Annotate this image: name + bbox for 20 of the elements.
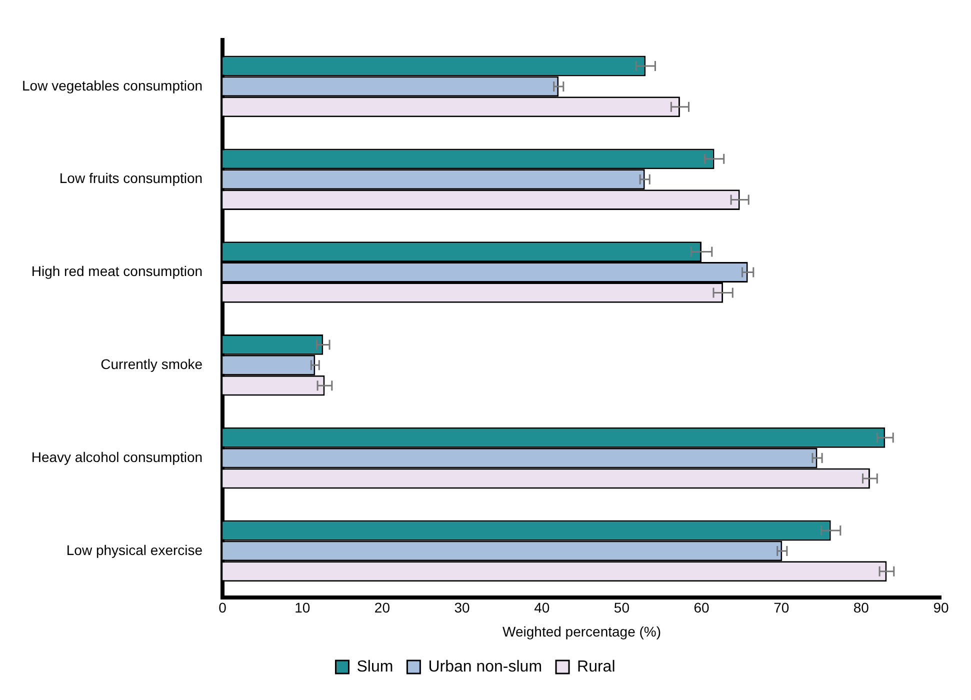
- y-tick-label: Low fruits consumption: [59, 170, 203, 186]
- x-tick-label: 60: [694, 600, 710, 616]
- x-tick-label: 10: [294, 600, 310, 616]
- y-tick-label: High red meat consumption: [31, 263, 203, 280]
- x-tick-label: 30: [454, 600, 470, 616]
- x-tick-label: 20: [374, 600, 390, 616]
- x-tick-label: 40: [534, 600, 550, 616]
- x-tick-label: 80: [853, 600, 870, 616]
- legend-label: Slum: [356, 658, 394, 676]
- legend-label: Urban non-slum: [428, 658, 542, 676]
- x-tick-label: 50: [614, 600, 630, 616]
- y-tick-label: Low vegetables consumption: [22, 77, 203, 94]
- y-tick-label: Heavy alcohol consumption: [31, 448, 203, 465]
- y-tick-label: Low physical exercise: [66, 542, 203, 558]
- legend-label: Rural: [577, 658, 616, 676]
- y-tick-label: Currently smoke: [100, 356, 203, 372]
- x-tick-label: 90: [933, 600, 949, 616]
- x-tick-label: 70: [774, 600, 790, 616]
- x-tick-label: 0: [218, 600, 227, 616]
- x-axis-title: Weighted percentage (%): [502, 623, 662, 640]
